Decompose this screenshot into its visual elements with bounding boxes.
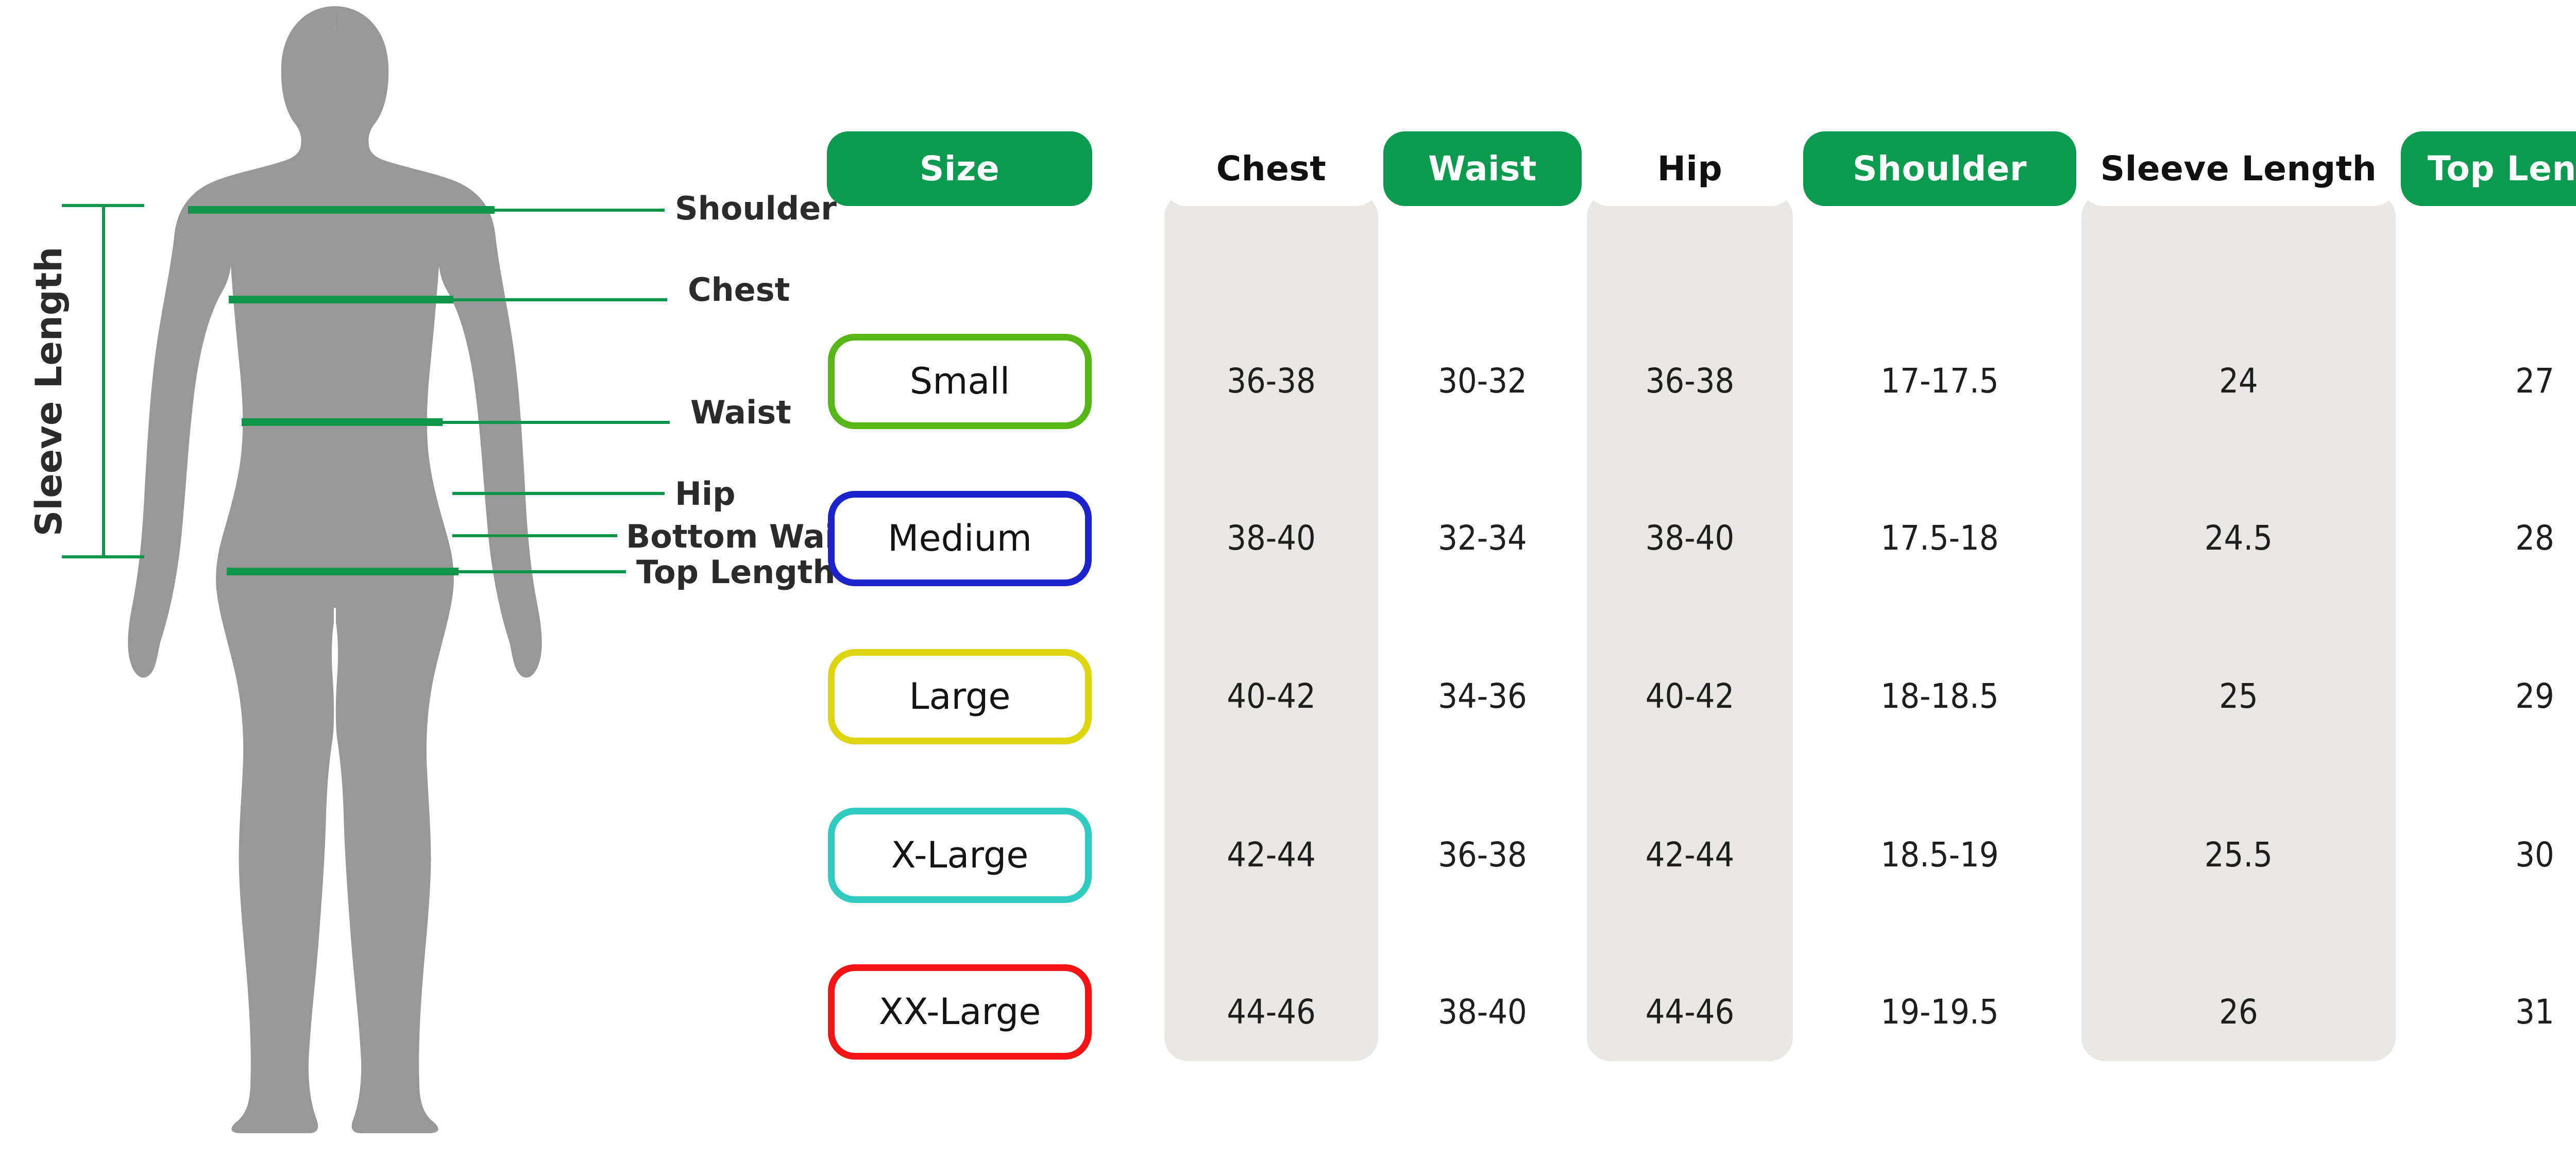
cell-shoulder-small: 17-17.5	[1880, 361, 1999, 401]
cell-hip-xx-large: 44-46	[1645, 992, 1735, 1032]
cell-shoulder-medium: 17.5-18	[1880, 518, 1999, 558]
header-shoulder: Shoulder	[1803, 131, 2076, 206]
cell-top-length-xx-large: 31	[2515, 992, 2554, 1032]
cell-shoulder-xx-large: 19-19.5	[1880, 992, 1999, 1032]
cell-sleeve-small: 24	[2219, 361, 2258, 401]
size-button-medium: Medium	[828, 491, 1092, 586]
column-bg-hip	[1587, 193, 1793, 1061]
waist-measure-line	[242, 418, 443, 426]
cell-chest-small: 36-38	[1227, 361, 1316, 401]
header-hip: Hip	[1587, 131, 1793, 206]
cell-sleeve-x-large: 25.5	[2204, 835, 2273, 875]
size-button-small: Small	[828, 334, 1092, 429]
cell-waist-large: 34-36	[1438, 676, 1527, 716]
cell-chest-xx-large: 44-46	[1227, 992, 1316, 1032]
waist-leader-line	[440, 421, 670, 424]
cell-top-length-small: 27	[2515, 361, 2554, 401]
size-button-large: Large	[828, 649, 1092, 744]
cell-chest-large: 40-42	[1227, 676, 1316, 716]
body-silhouette	[128, 6, 542, 1133]
cell-top-length-medium: 28	[2515, 518, 2554, 558]
cell-shoulder-x-large: 18.5-19	[1880, 835, 1999, 875]
size-button-x-large: X-Large	[828, 808, 1092, 903]
size-button-xx-large: XX-Large	[828, 964, 1092, 1060]
figure-label-waist: Waist	[690, 394, 791, 431]
figure-label-chest: Chest	[688, 271, 790, 309]
sleeve-length-label: Sleeve Length	[28, 246, 70, 537]
cell-hip-medium: 38-40	[1645, 518, 1735, 558]
bottom-waist-leader-line	[452, 534, 617, 537]
figure-label-hip: Hip	[675, 475, 736, 513]
cell-sleeve-xx-large: 26	[2219, 992, 2258, 1032]
column-bg-sleeve-length	[2081, 193, 2396, 1061]
cell-waist-x-large: 36-38	[1438, 835, 1527, 875]
figure-label-shoulder: Shoulder	[675, 190, 837, 227]
hip-leader-line	[452, 492, 665, 495]
cell-chest-x-large: 42-44	[1227, 835, 1316, 875]
cell-sleeve-large: 25	[2219, 676, 2258, 716]
shoulder-leader-line	[492, 209, 665, 212]
sleeve-length-bracket-line	[102, 205, 105, 556]
header-size: Size	[827, 131, 1092, 206]
sleeve-length-bracket-bottom-cap	[62, 555, 144, 558]
cell-shoulder-large: 18-18.5	[1880, 676, 1999, 716]
chest-measure-line	[229, 296, 453, 303]
cell-sleeve-medium: 24.5	[2204, 518, 2273, 558]
figure-label-top-length: Top Length	[636, 553, 836, 591]
top-length-measure-line	[227, 568, 459, 575]
header-waist: Waist	[1383, 131, 1582, 206]
chest-leader-line	[451, 298, 667, 301]
cell-top-length-large: 29	[2515, 676, 2554, 716]
header-top-length: Top Length	[2401, 131, 2576, 206]
sleeve-length-bracket-top-cap	[62, 204, 144, 207]
cell-waist-xx-large: 38-40	[1438, 992, 1527, 1032]
cell-hip-x-large: 42-44	[1645, 835, 1735, 875]
header-sleeve-length: Sleeve Length	[2081, 131, 2396, 206]
column-bg-chest	[1164, 193, 1378, 1061]
cell-waist-medium: 32-34	[1438, 518, 1527, 558]
cell-hip-small: 36-38	[1645, 361, 1735, 401]
shoulder-measure-line	[188, 206, 495, 214]
header-chest: Chest	[1164, 131, 1378, 206]
cell-top-length-x-large: 30	[2515, 835, 2554, 875]
top-length-leader-line	[456, 570, 626, 573]
cell-waist-small: 30-32	[1438, 361, 1527, 401]
cell-chest-medium: 38-40	[1227, 518, 1316, 558]
cell-hip-large: 40-42	[1645, 676, 1735, 716]
